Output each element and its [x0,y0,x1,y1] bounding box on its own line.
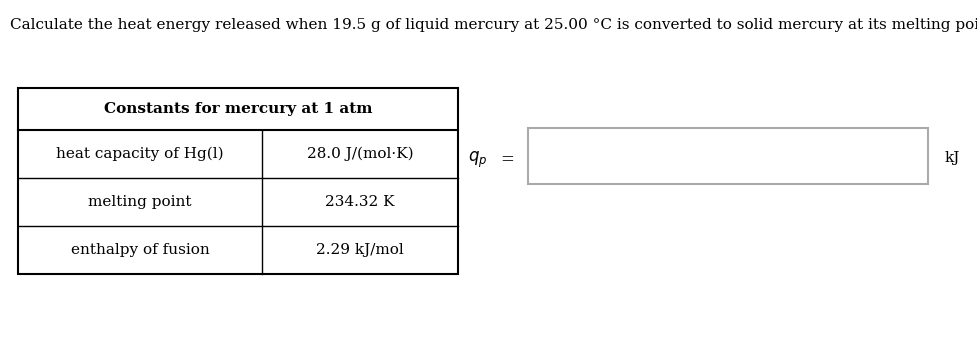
Bar [528,128,928,184]
Text: Calculate the heat energy released when 19.5 g of liquid mercury at 25.00 °C is : Calculate the heat energy released when … [10,18,977,32]
Text: 234.32 K: 234.32 K [325,195,395,209]
Bar [18,88,458,274]
Text: 2.29 kJ/mol: 2.29 kJ/mol [317,243,404,257]
Text: kJ: kJ [945,151,960,165]
Text: =: = [500,152,514,169]
Text: melting point: melting point [88,195,191,209]
Text: 28.0 J/(mol·K): 28.0 J/(mol·K) [307,147,413,161]
Text: enthalpy of fusion: enthalpy of fusion [70,243,209,257]
Text: heat capacity of Hg(l): heat capacity of Hg(l) [57,147,224,161]
Text: $q_p$: $q_p$ [468,150,488,170]
Text: Constants for mercury at 1 atm: Constants for mercury at 1 atm [104,102,372,116]
